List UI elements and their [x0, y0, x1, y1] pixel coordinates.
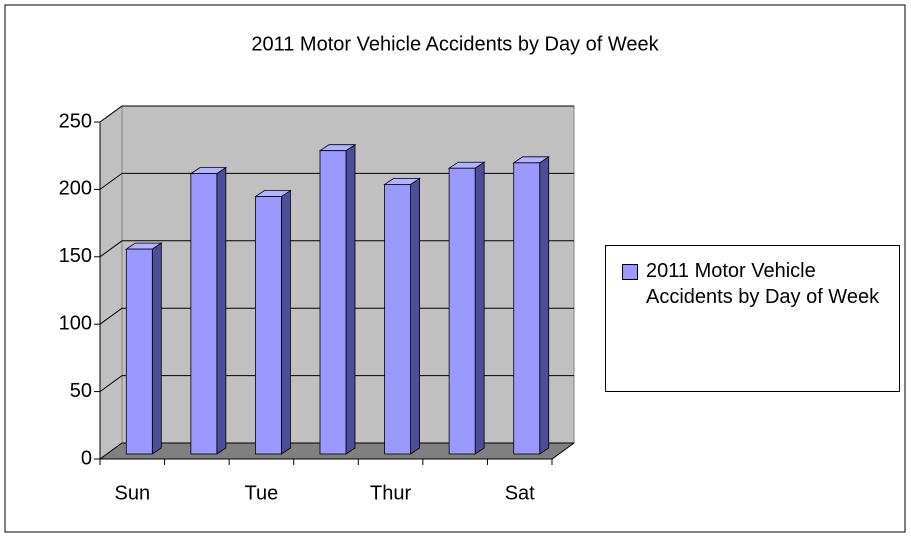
bar-side	[151, 242, 162, 455]
bar	[190, 173, 218, 455]
y-tick-label: 50	[70, 380, 92, 402]
x-tick-label: Sun	[114, 482, 150, 504]
bar-side	[410, 177, 420, 455]
chart-title: 2011 Motor Vehicle Accidents by Day of W…	[251, 33, 659, 55]
legend: 2011 Motor Vehicle Accidents by Day of W…	[605, 245, 900, 392]
y-tick-label: 200	[59, 178, 92, 200]
y-tick-label: 100	[59, 312, 92, 334]
bar	[125, 248, 153, 455]
grid-line-side	[99, 172, 123, 190]
grid-line-side	[99, 442, 123, 460]
bar-side	[474, 161, 485, 455]
grid-line-side	[99, 240, 123, 258]
bar	[384, 183, 411, 455]
legend-swatch	[622, 264, 638, 280]
bar	[319, 150, 347, 455]
legend-label: 2011 Motor Vehicle Accidents by Day of W…	[646, 260, 880, 308]
x-tick-label: Sat	[505, 482, 535, 504]
bar-side	[216, 166, 227, 455]
bar	[448, 167, 476, 455]
bar	[513, 162, 541, 455]
y-tick-label: 0	[81, 447, 92, 469]
grid-line-side	[99, 375, 123, 393]
grid-line-side	[99, 307, 123, 325]
grid-line-side	[99, 105, 123, 123]
x-tick-label: Thur	[370, 482, 411, 504]
bar	[255, 196, 282, 455]
y-tick-label: 150	[59, 245, 92, 267]
x-tick-label: Tue	[245, 482, 279, 504]
bar-side	[539, 156, 550, 455]
bar-side	[345, 143, 356, 455]
bar-side	[281, 189, 291, 455]
y-tick-label: 250	[59, 110, 92, 132]
side-wall	[99, 105, 123, 460]
